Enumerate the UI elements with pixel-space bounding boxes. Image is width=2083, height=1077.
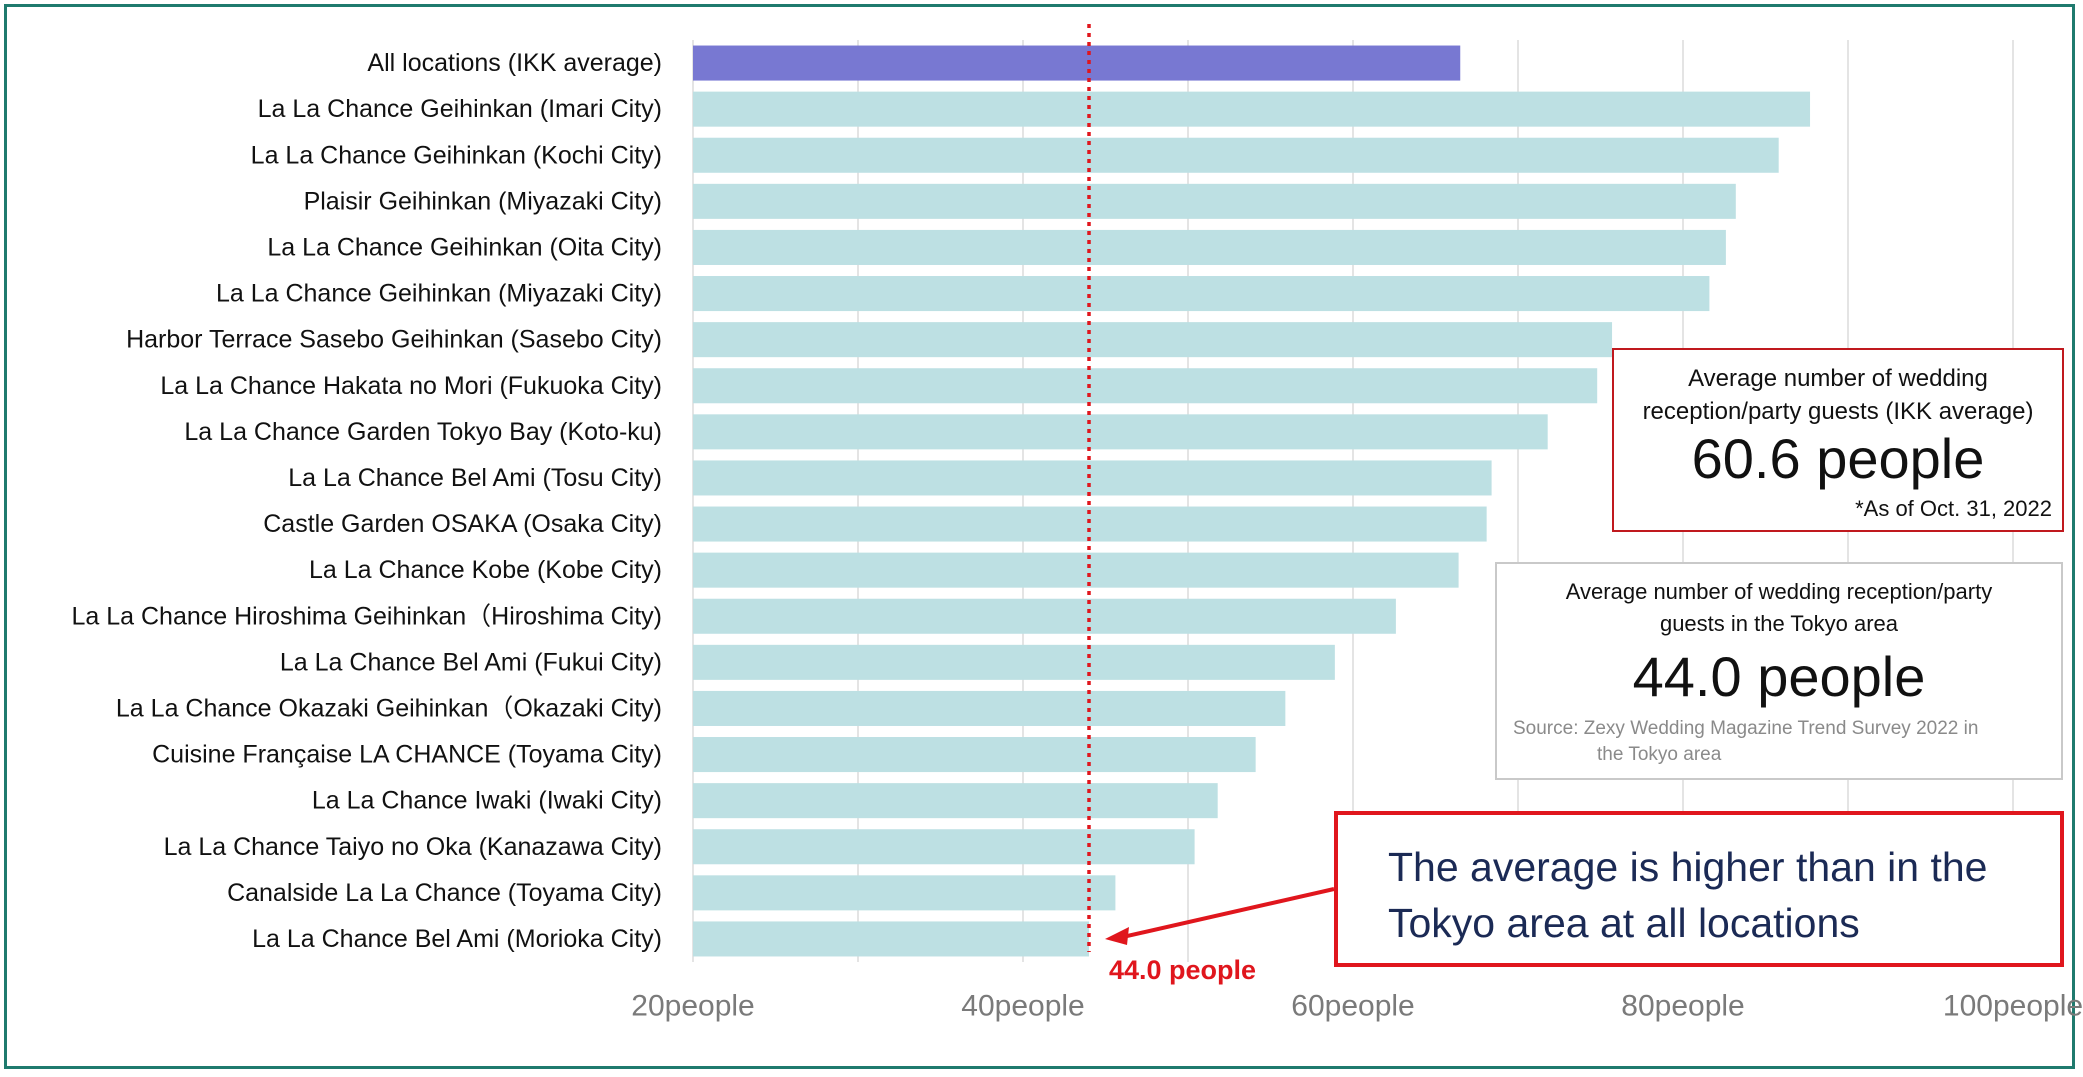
category-label: Cuisine Française LA CHANCE (Toyama City… (152, 741, 662, 769)
bar (693, 737, 1256, 773)
x-tick-label: 100people (1943, 990, 2083, 1023)
x-tick-label: 80people (1621, 990, 1744, 1023)
bar (693, 322, 1613, 358)
bar (693, 414, 1548, 450)
category-label: Harbor Terrace Sasebo Geihinkan (Sasebo … (126, 326, 662, 354)
tokyo-source-note: Source: Zexy Wedding Magazine Trend Surv… (1513, 716, 2049, 768)
reference-line-group: 44.0 people (1087, 24, 1335, 985)
bar (693, 598, 1396, 634)
category-label: La La Chance Geihinkan (Kochi City) (251, 141, 662, 169)
bars (693, 45, 1811, 957)
tokyo-average-value: 44.0 people (1632, 645, 1926, 708)
category-labels: All locations (IKK average) La La Chance … (71, 49, 662, 953)
chart-frame (4, 4, 2075, 1069)
category-label: La La Chance Bel Ami (Fukui City) (280, 648, 662, 676)
bar (693, 276, 1710, 312)
category-label: La La Chance Bel Ami (Tosu City) (288, 464, 662, 492)
source-line2: the Tokyo area (1597, 744, 1722, 765)
category-label: La La Chance Hiroshima Geihinkan（Hiroshi… (71, 602, 662, 630)
category-label: Castle Garden OSAKA (Osaka City) (263, 510, 662, 538)
category-label: Plaisir Geihinkan (Miyazaki City) (304, 187, 662, 215)
category-label: La La Chance Hakata no Mori (Fukuoka Cit… (160, 372, 662, 400)
tokyo-caption-line2: guests in the Tokyo area (1659, 611, 1899, 636)
bar (693, 783, 1218, 819)
category-label: La La Chance Geihinkan (Oita City) (267, 233, 662, 261)
ikk-as-of-note: *As of Oct. 31, 2022 (1855, 496, 2052, 521)
bar (693, 644, 1335, 680)
source-line1: Source: Zexy Wedding Magazine Trend Surv… (1513, 718, 1979, 739)
category-label: La La Chance Geihinkan (Imari City) (258, 95, 662, 123)
ikk-caption-line1: Average number of wedding (1688, 365, 1988, 392)
bar (693, 45, 1461, 81)
category-label: La La Chance Okazaki Geihinkan（Okazaki C… (116, 694, 662, 722)
tokyo-average-caption: Average number of wedding reception/part… (1497, 576, 2061, 640)
ikk-average-box: Average number of wedding reception/part… (1612, 348, 2064, 532)
bar (693, 921, 1089, 957)
category-label: La La Chance Garden Tokyo Bay (Koto-ku) (184, 418, 662, 446)
callout-box: The average is higher than in the Tokyo … (1334, 811, 2064, 967)
bar (693, 229, 1726, 265)
bar (693, 552, 1459, 588)
reference-line-label: 44.0 people (1109, 955, 1256, 985)
bar (693, 829, 1195, 865)
category-label: La La Chance Kobe (Kobe City) (309, 556, 662, 584)
bar (693, 460, 1492, 496)
bar (693, 183, 1736, 219)
category-label: La La Chance Taiyo no Oka (Kanazawa City… (164, 833, 662, 861)
ikk-caption-line2: reception/party guests (IKK average) (1642, 398, 2034, 425)
x-tick-labels: 20people 40people 60people 80people 100peopl… (631, 990, 2083, 1023)
ikk-average-value: 60.6 people (1691, 427, 1985, 490)
bar (693, 91, 1811, 127)
category-label: La La Chance Iwaki (Iwaki City) (312, 787, 662, 815)
x-tick-label: 40people (961, 990, 1084, 1023)
tokyo-average-box: Average number of wedding reception/part… (1495, 562, 2063, 780)
tokyo-caption-line1: Average number of wedding reception/part… (1565, 579, 1993, 604)
x-tick-label: 20people (631, 990, 754, 1023)
category-label: La La Chance Bel Ami (Morioka City) (252, 925, 662, 953)
bar (693, 690, 1286, 726)
category-label: La La Chance Geihinkan (Miyazaki City) (216, 280, 662, 308)
callout-text: The average is higher than in the Tokyo … (1388, 839, 2040, 951)
bar (693, 137, 1779, 173)
bar (693, 875, 1116, 911)
x-tick-label: 60people (1291, 990, 1414, 1023)
callout-line1: The average is higher than in the (1388, 844, 1988, 890)
category-label: All locations (IKK average) (367, 49, 662, 77)
callout-line2: Tokyo area at all locations (1388, 900, 1860, 946)
ikk-average-caption: Average number of wedding reception/part… (1614, 362, 2062, 428)
category-label: Canalside La La Chance (Toyama City) (227, 879, 662, 907)
callout-arrowhead (1105, 926, 1129, 945)
callout-arrow (1122, 887, 1335, 939)
bar (693, 368, 1598, 404)
